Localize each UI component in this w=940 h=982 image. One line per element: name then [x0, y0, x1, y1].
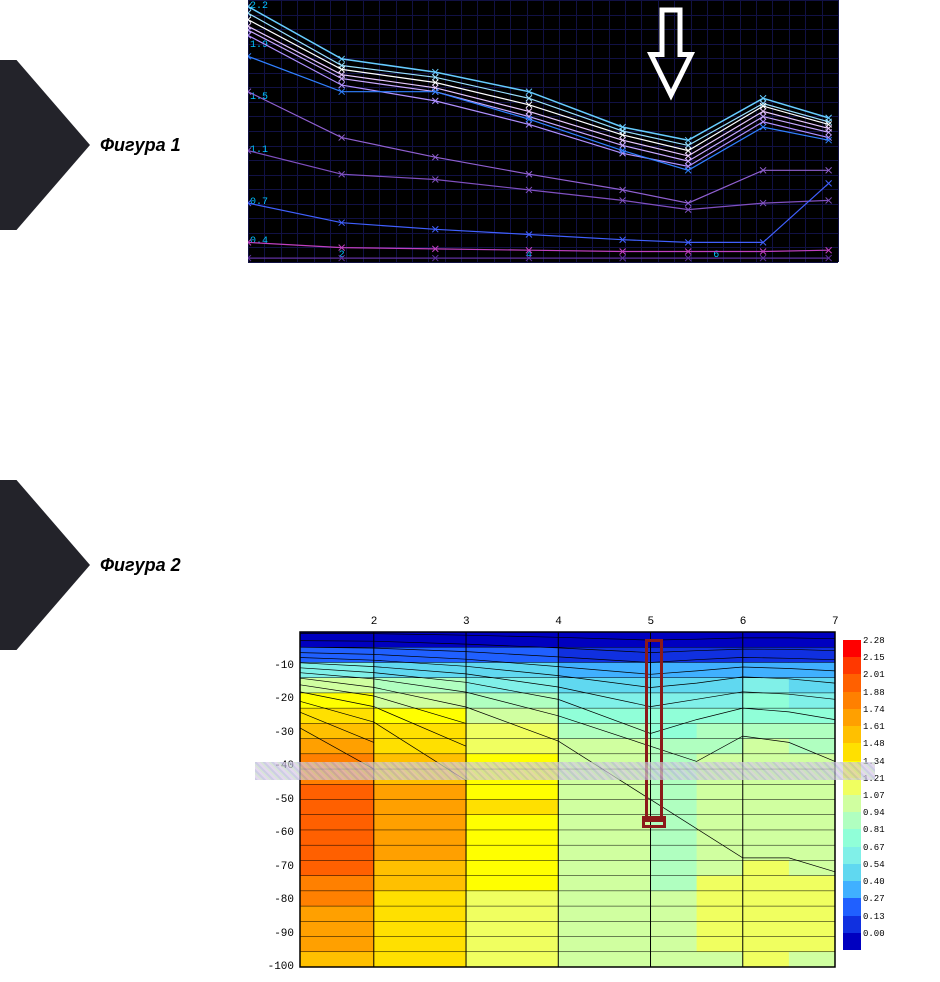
y-tick-label: -80	[255, 894, 294, 906]
y-tick-label: -90	[255, 928, 294, 940]
figure2-contour-chart: 234567-10-20-30-40-50-60-70-80-90-1002.2…	[255, 612, 885, 982]
x-tick-label: 5	[648, 616, 655, 628]
x-tick-label: 4	[555, 616, 562, 628]
y-tick-label: -30	[255, 727, 294, 739]
colorbar-label: 1.74	[863, 705, 885, 715]
x-tick-label: 6	[740, 616, 747, 628]
colorbar-label: 0.94	[863, 808, 885, 818]
y-tick-label: -10	[255, 660, 294, 672]
colorbar-label: 0.67	[863, 843, 885, 853]
figure2-label-block: Фигура 2	[0, 480, 220, 650]
y-tick-label: -60	[255, 827, 294, 839]
red-highlight-base	[642, 816, 666, 828]
colorbar-label: 0.40	[863, 877, 885, 887]
colorbar-label: 1.61	[863, 722, 885, 732]
colorbar-label: 2.15	[863, 653, 885, 663]
figure1-label-block: Фигура 1	[0, 60, 220, 230]
decorative-noise-strip	[255, 762, 875, 780]
colorbar-label: 1.88	[863, 688, 885, 698]
x-tick-label: 2	[371, 616, 378, 628]
colorbar-label: 1.48	[863, 739, 885, 749]
x-tick-label: 7	[832, 616, 839, 628]
colorbar-label: 0.27	[863, 894, 885, 904]
colorbar-label: 2.28	[863, 636, 885, 646]
pentagon-shape-2	[0, 480, 90, 650]
line-series-svg	[248, 0, 838, 262]
figure2-caption: Фигура 2	[100, 555, 181, 576]
colorbar-label: 0.54	[863, 860, 885, 870]
y-tick-label: -100	[255, 961, 294, 973]
colorbar-label: 0.13	[863, 912, 885, 922]
red-highlight-marker	[645, 639, 663, 823]
colorbar-label: 0.00	[863, 929, 885, 939]
y-tick-label: -70	[255, 861, 294, 873]
y-tick-label: -20	[255, 693, 294, 705]
colorbar: 2.282.152.011.881.741.611.481.341.211.07…	[843, 640, 861, 950]
pentagon-shape-1	[0, 60, 90, 230]
colorbar-label: 1.07	[863, 791, 885, 801]
contour-svg	[255, 612, 885, 982]
colorbar-label: 0.81	[863, 825, 885, 835]
x-tick-label: 3	[463, 616, 470, 628]
figure1-line-chart: 0.40.71.11.51.92.2246	[248, 0, 838, 262]
figure1-caption: Фигура 1	[100, 135, 181, 156]
colorbar-label: 2.01	[863, 670, 885, 680]
y-tick-label: -50	[255, 794, 294, 806]
